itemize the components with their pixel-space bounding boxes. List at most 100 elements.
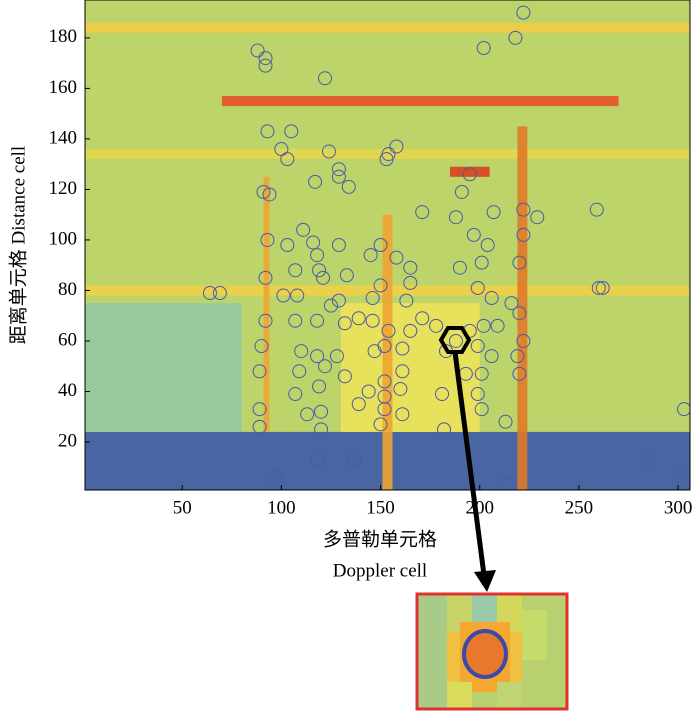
- detection-marker: [258, 51, 273, 66]
- y-tick-label: 120: [49, 178, 78, 199]
- x-tick-label: 300: [664, 497, 693, 518]
- detection-marker: [288, 313, 303, 328]
- detection-marker: [288, 387, 303, 402]
- detection-marker: [373, 238, 388, 252]
- detection-marker: [377, 402, 392, 417]
- detection-marker: [508, 30, 523, 45]
- detection-marker: [212, 285, 227, 300]
- detection-marker: [474, 366, 489, 381]
- x-tick-label: 150: [366, 497, 395, 518]
- detection-marker: [530, 210, 545, 225]
- y-tick-label: 100: [49, 228, 78, 249]
- detection-marker: [258, 313, 273, 328]
- detection-marker: [258, 58, 273, 73]
- detection-marker: [321, 144, 336, 159]
- detection-marker: [437, 422, 452, 437]
- detection-marker: [490, 318, 505, 333]
- x-axis-label: 多普勒单元格: [323, 528, 437, 550]
- detection-marker: [256, 184, 271, 199]
- detection-marker: [500, 477, 515, 490]
- detection-marker: [399, 293, 414, 308]
- detection-marker: [389, 250, 404, 265]
- detection-marker: [314, 422, 329, 437]
- detection-marker: [480, 238, 495, 252]
- detection-marker: [395, 407, 410, 422]
- arrowhead: [474, 570, 496, 592]
- y-tick-label: 160: [49, 77, 78, 98]
- detection-marker: [641, 455, 656, 470]
- detection-marker: [373, 278, 388, 293]
- detection-marker: [262, 187, 277, 202]
- detection-marker: [373, 417, 388, 432]
- detection-marker: [510, 349, 525, 364]
- detection-marker: [337, 316, 352, 331]
- detection-marker: [290, 288, 305, 303]
- detection-marker: [415, 311, 430, 326]
- detection-marker: [312, 379, 327, 394]
- detection-marker: [252, 402, 267, 417]
- inset: [415, 592, 569, 711]
- detection-marker: [268, 470, 283, 485]
- detection-marker: [677, 402, 690, 417]
- detection-marker: [258, 270, 273, 285]
- detection-marker: [323, 298, 338, 313]
- detection-marker: [294, 344, 309, 359]
- detection-marker: [512, 306, 527, 321]
- detection-marker: [292, 364, 307, 379]
- detection-marker: [504, 296, 519, 311]
- detection-marker: [254, 339, 269, 354]
- detection-marker: [284, 124, 299, 139]
- detection-marker: [476, 40, 491, 55]
- detection-marker: [516, 202, 531, 217]
- y-tick-label: 40: [58, 380, 77, 401]
- detection-marker: [393, 381, 408, 396]
- detection-marker: [318, 71, 333, 86]
- detection-marker: [337, 369, 352, 384]
- detection-marker: [454, 184, 469, 199]
- y-axis-label: 距离单元格 Distance cell: [7, 146, 29, 344]
- detection-marker: [280, 152, 295, 167]
- detection-marker: [435, 387, 450, 402]
- detection-marker: [314, 404, 329, 419]
- detection-marker: [591, 280, 606, 295]
- detection-marker: [351, 397, 366, 412]
- detection-marker: [252, 419, 267, 434]
- detection-marker: [679, 465, 690, 480]
- detection-marker: [310, 248, 325, 263]
- detection-marker: [316, 270, 331, 285]
- detection-marker: [476, 318, 491, 333]
- detection-marker: [484, 349, 499, 364]
- detection-marker: [452, 260, 467, 275]
- detection-marker: [516, 333, 531, 348]
- detection-marker: [470, 339, 485, 354]
- detection-marker: [310, 452, 325, 467]
- detection-marker: [308, 174, 323, 189]
- detection-marker: [379, 152, 394, 167]
- detection-marker: [306, 235, 321, 250]
- detection-marker: [395, 341, 410, 356]
- plot-frame: [84, 0, 691, 491]
- detection-marker: [288, 263, 303, 278]
- heatmap-region: [517, 126, 528, 490]
- detection-marker: [474, 402, 489, 417]
- y-tick-label: 60: [58, 329, 77, 350]
- detection-marker: [300, 407, 315, 422]
- detection-marker: [389, 139, 404, 154]
- detection-marker: [474, 255, 489, 270]
- detection-marker: [462, 167, 477, 182]
- detection-marker: [470, 280, 485, 295]
- detection-marker: [377, 339, 392, 354]
- y-tick-label: 180: [49, 26, 78, 47]
- detection-marker: [377, 374, 392, 389]
- detection-marker: [260, 232, 275, 247]
- detection-marker: [331, 169, 346, 184]
- detection-marker: [310, 313, 325, 328]
- detection-marker: [329, 349, 344, 364]
- detection-marker: [363, 248, 378, 263]
- detection-marker: [361, 384, 376, 399]
- y-tick-label: 140: [49, 127, 78, 148]
- detection-marker: [252, 364, 267, 379]
- detection-marker: [280, 238, 295, 252]
- y-tick-label: 20: [58, 430, 77, 451]
